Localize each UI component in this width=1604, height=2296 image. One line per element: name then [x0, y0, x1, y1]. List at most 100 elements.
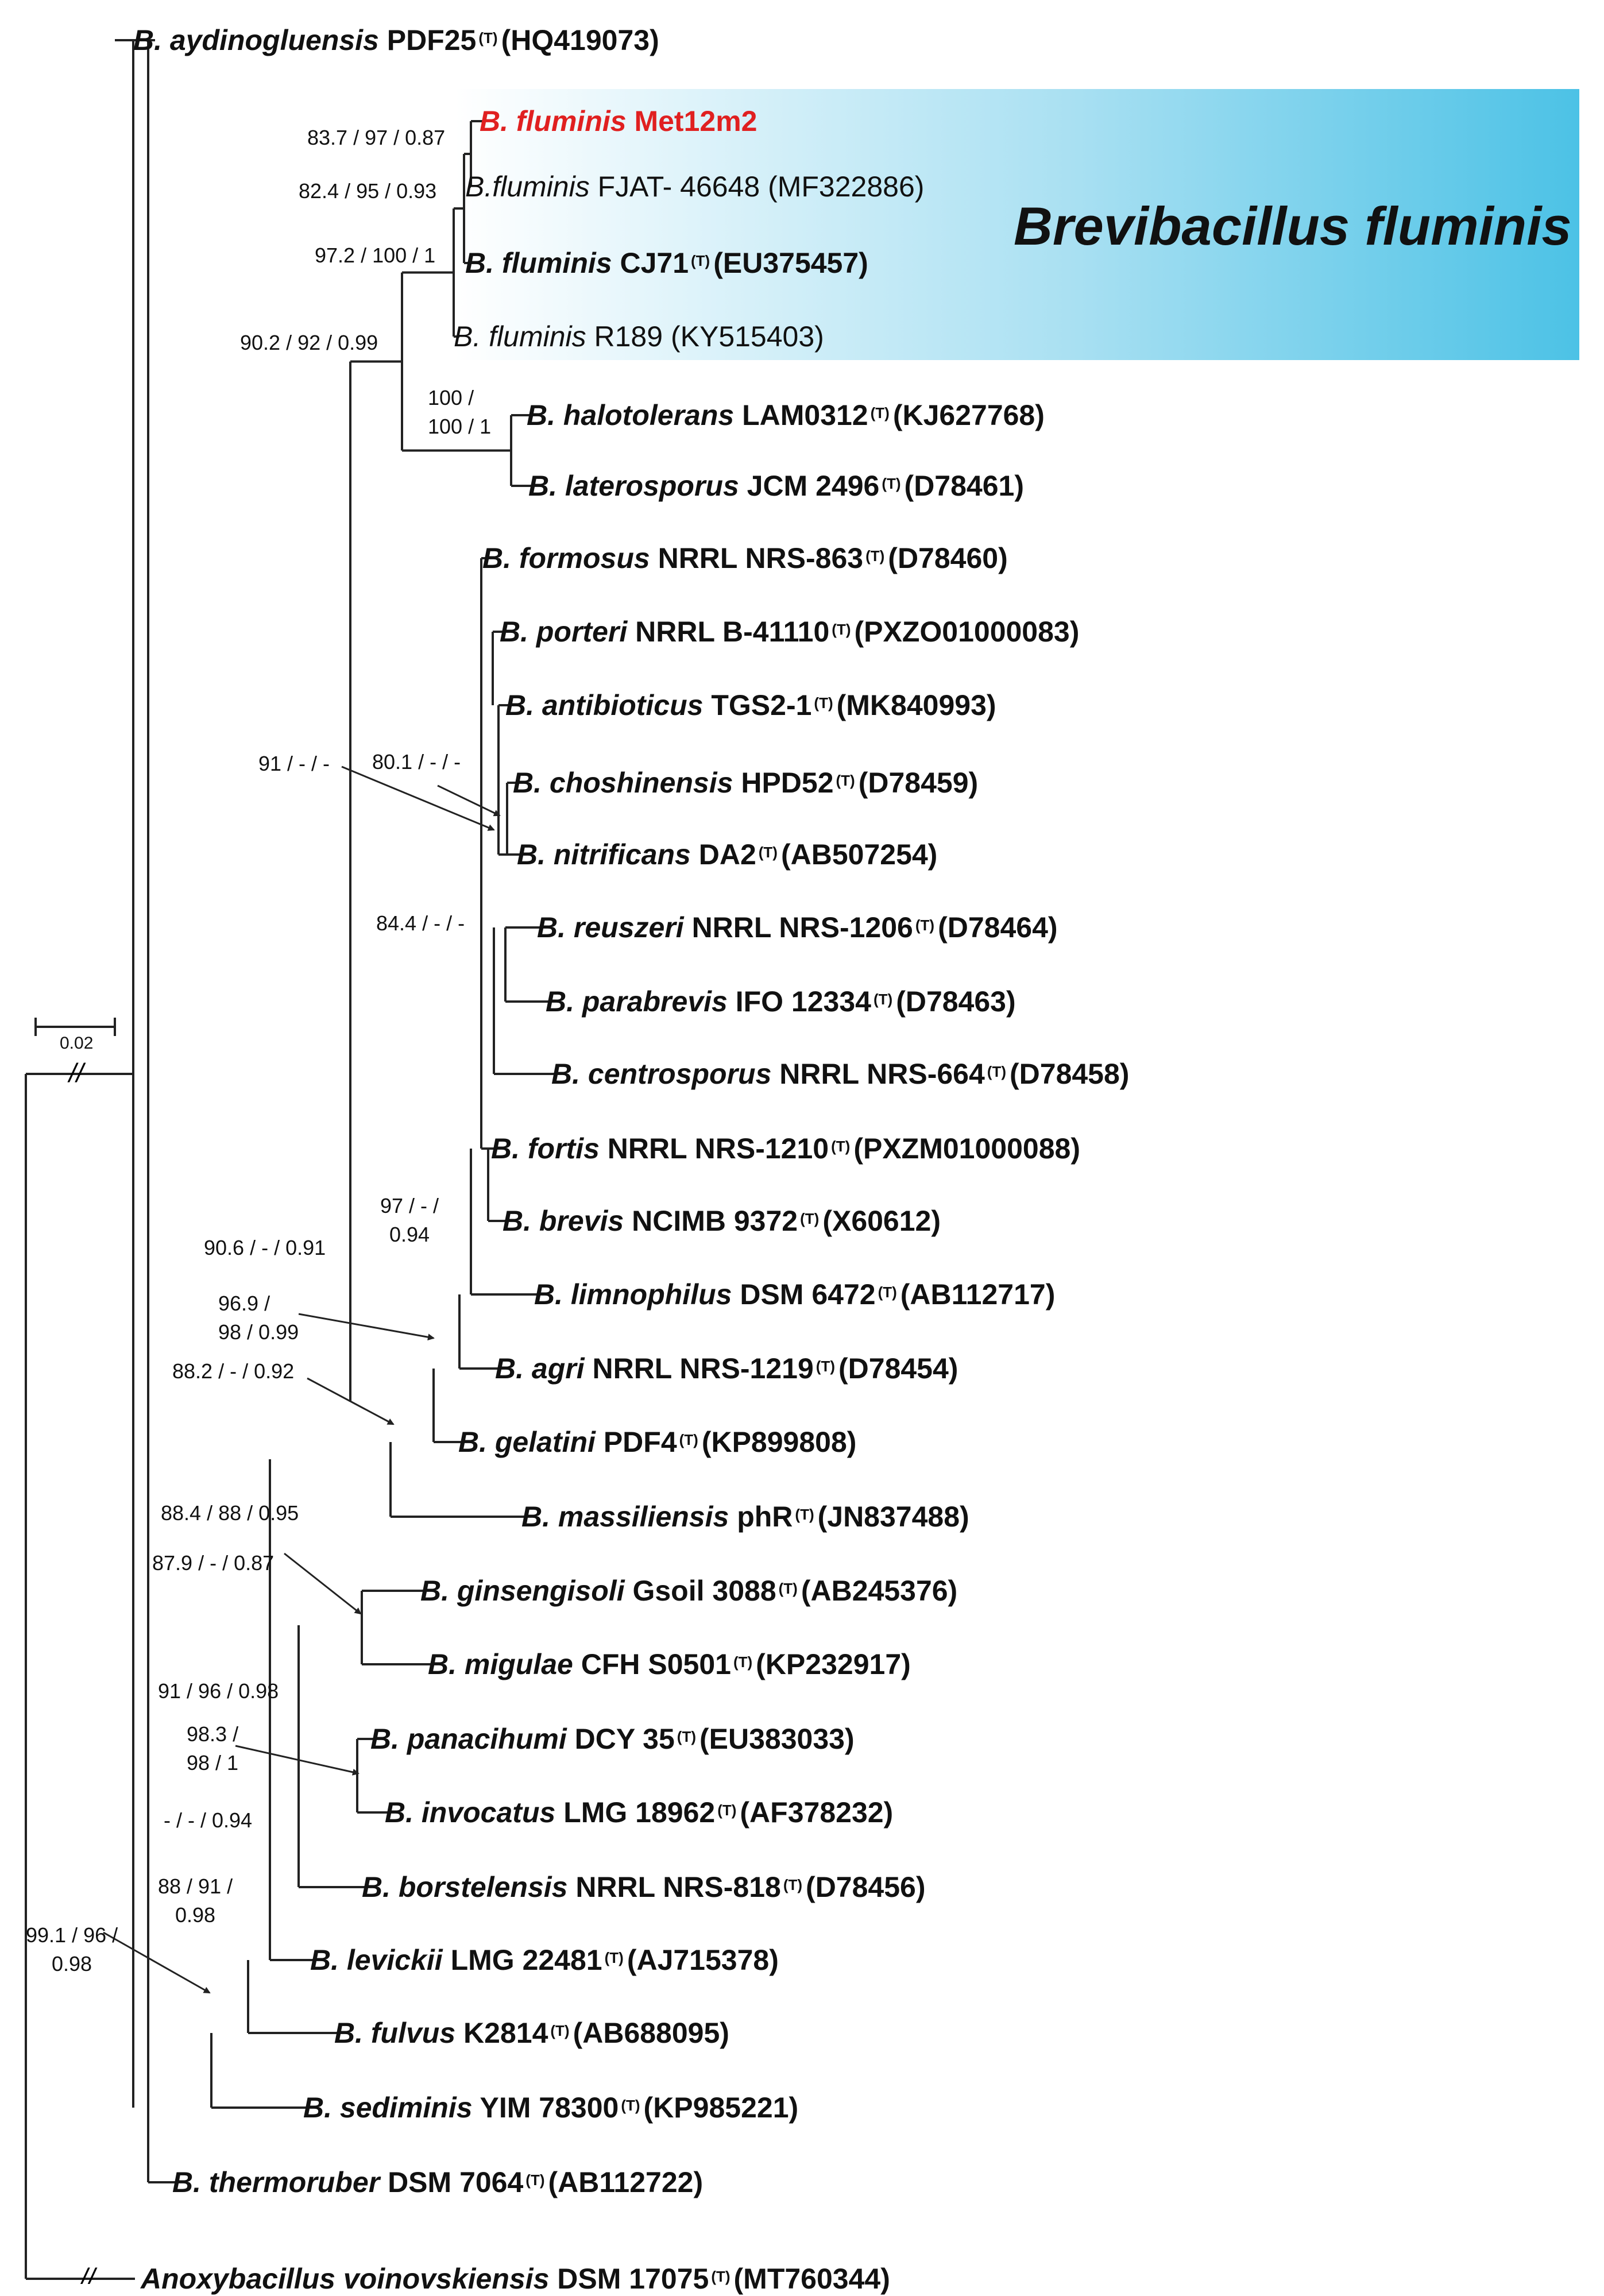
support-value-line: 90.2 / 92 / 0.99	[240, 331, 378, 354]
tip-label: B. levickii LMG 22481 (T) (AJ715378)	[310, 1943, 779, 1977]
species-name: Anoxybacillus voinovskiensis	[141, 2263, 550, 2295]
support-value: 82.4 / 95 / 0.93	[299, 177, 436, 206]
species-name: B. laterosporus	[528, 470, 739, 502]
tip-label: B.fluminis FJAT- 46648 (MF322886)	[465, 169, 924, 204]
accession-number: (KP985221)	[643, 2092, 799, 2124]
support-value-line: 91 / - / -	[258, 752, 330, 775]
type-strain-mark: (T)	[778, 1580, 798, 1597]
tip-label: B. fortis NRRL NRS-1210 (T) (PXZM01000088)	[491, 1131, 1080, 1166]
species-name: B. parabrevis	[546, 985, 728, 1018]
type-strain-mark: (T)	[478, 29, 498, 47]
accession-number: (AB688095)	[573, 2017, 729, 2049]
support-value: 90.2 / 92 / 0.99	[240, 328, 378, 357]
type-strain-mark: (T)	[711, 2268, 731, 2285]
support-value: 97 / - / 0.94	[380, 1192, 439, 1249]
accession-number: (MK840993)	[836, 689, 996, 721]
support-value: 80.1 / - / -	[372, 748, 461, 776]
support-value-line: 100 /	[428, 386, 474, 409]
accession-number: (KP899808)	[701, 1426, 857, 1458]
tip-label: B. nitrificans DA2 (T) (AB507254)	[517, 837, 937, 872]
strain-name: PDF25	[378, 24, 477, 56]
support-value: 91 / 96 / 0.98	[158, 1677, 279, 1706]
accession-number: (D78456)	[806, 1871, 926, 1903]
strain-name: DA2	[690, 838, 756, 871]
support-value: 87.9 / - / 0.87	[152, 1549, 274, 1578]
type-strain-mark: (T)	[677, 1728, 696, 1745]
species-name: B. fulvus	[334, 2017, 456, 2049]
support-value: 84.4 / - / -	[376, 909, 465, 938]
species-name: B. choshinensis	[513, 767, 733, 799]
strain-name: LMG 22481	[442, 1944, 602, 1976]
support-value: 96.9 / 98 / 0.99	[218, 1289, 299, 1347]
tip-label: B. fluminis Met12m2	[480, 104, 757, 138]
support-value-line: 0.94	[389, 1223, 430, 1246]
support-value: 90.6 / - / 0.91	[204, 1234, 326, 1262]
strain-name: IFO 12334	[727, 985, 871, 1018]
tip-label: B. sediminis YIM 78300 (T) (KP985221)	[303, 2090, 798, 2125]
accession-number: (MF322886)	[768, 171, 925, 203]
support-pointer-arrow	[235, 1745, 360, 1776]
strain-name: NRRL NRS-1206	[683, 911, 913, 944]
support-value-line: 99.1 / 96 /	[26, 1923, 118, 1947]
type-strain-mark: (T)	[882, 475, 901, 492]
tip-label: B. choshinensis HPD52 (T) (D78459)	[513, 766, 978, 800]
tip-label: B. gelatini PDF4 (T) (KP899808)	[458, 1425, 856, 1459]
support-value-line: 82.4 / 95 / 0.93	[299, 179, 437, 203]
tip-label: B. reuszeri NRRL NRS-1206 (T) (D78464)	[537, 910, 1058, 945]
accession-number: (EU375457)	[713, 247, 868, 279]
tip-label: B. brevis NCIMB 9372 (T) (X60612)	[503, 1204, 941, 1238]
accession-number: (D78454)	[838, 1352, 958, 1385]
accession-number: (D78463)	[896, 985, 1016, 1018]
branch-break-mark: //	[79, 2263, 98, 2284]
fluminis-clade-highlight	[455, 89, 1579, 360]
strain-name: YIM 78300	[472, 2092, 619, 2124]
support-value-line: 97 / - /	[380, 1194, 439, 1217]
type-strain-mark: (T)	[814, 694, 833, 712]
type-strain-mark: (T)	[550, 2022, 570, 2039]
tip-label: B. migulae CFH S0501 (T) (KP232917)	[428, 1647, 911, 1682]
species-name: B.fluminis	[465, 171, 590, 203]
accession-number: (X60612)	[822, 1205, 941, 1237]
species-name: B. porteri	[500, 616, 628, 648]
tip-label: B. fluminis CJ71 (T) (EU375457)	[465, 246, 868, 280]
species-name: B. ginsengisoli	[420, 1575, 625, 1607]
support-pointer-arrow	[298, 1313, 435, 1341]
accession-number: (JN837488)	[817, 1501, 969, 1533]
species-name: B. antibioticus	[505, 689, 704, 721]
species-name: B. panacihumi	[370, 1723, 567, 1755]
support-pointer-arrow	[437, 784, 501, 817]
strain-name: LMG 18962	[555, 1796, 716, 1829]
species-name: B. halotolerans	[527, 399, 735, 431]
type-strain-mark: (T)	[831, 1138, 851, 1155]
strain-name: LAM0312	[734, 399, 868, 431]
species-name: B. gelatini	[458, 1426, 596, 1458]
strain-name: NRRL NRS-863	[650, 542, 864, 574]
species-name: B. fortis	[491, 1132, 600, 1165]
species-name: B. invocatus	[385, 1796, 556, 1829]
support-pointer-arrow	[341, 766, 495, 831]
accession-number: (HQ419073)	[501, 24, 659, 56]
support-value-line: 97.2 / 100 / 1	[315, 243, 436, 267]
support-value-line: 83.7 / 97 / 0.87	[307, 126, 446, 149]
strain-name: K2814	[455, 2017, 548, 2049]
strain-name: DCY 35	[566, 1723, 675, 1755]
type-strain-mark: (T)	[679, 1431, 698, 1448]
tip-label: B. laterosporus JCM 2496 (T) (D78461)	[528, 469, 1024, 503]
support-value-line: - / - / 0.94	[164, 1808, 253, 1832]
branch-break-mark: //	[67, 1058, 86, 1088]
tip-label: B. porteri NRRL B-41110 (T) (PXZO01000083)	[500, 614, 1079, 649]
support-value: 99.1 / 96 / 0.98	[26, 1921, 118, 1978]
tip-label: B. fulvus K2814 (T) (AB688095)	[334, 2016, 729, 2050]
support-value: 88.4 / 88 / 0.95	[161, 1499, 299, 1528]
tip-label: Anoxybacillus voinovskiensis DSM 17075 (T…	[141, 2262, 890, 2296]
support-value: 91 / - / -	[258, 749, 330, 778]
species-name: B. centrosporus	[551, 1058, 772, 1090]
support-value: 100 / 100 / 1	[428, 384, 491, 441]
tip-label: B. centrosporus NRRL NRS-664 (T) (D78458)	[551, 1057, 1129, 1091]
strain-name: NRRL NRS-1219	[584, 1352, 814, 1385]
support-value-line: 80.1 / - / -	[372, 750, 461, 774]
type-strain-mark: (T)	[758, 844, 778, 861]
accession-number: (D78458)	[1010, 1058, 1130, 1090]
accession-number: (AJ715378)	[627, 1944, 779, 1976]
